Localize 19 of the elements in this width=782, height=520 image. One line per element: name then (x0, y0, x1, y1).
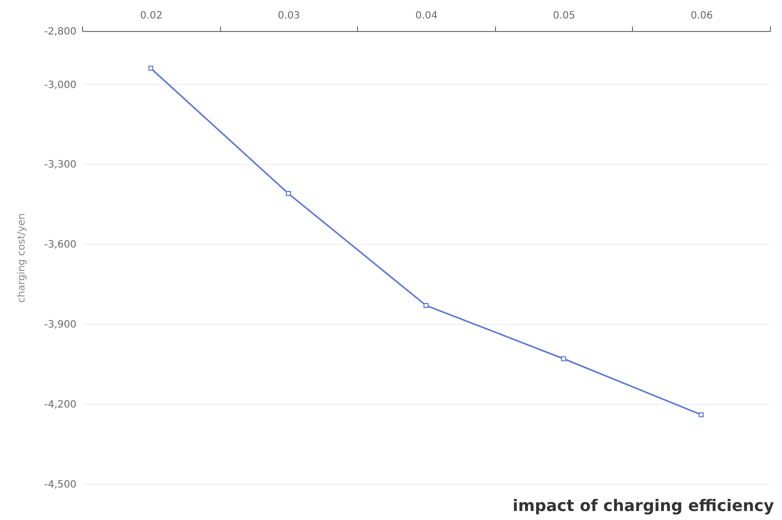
point (561, 356, 566, 362)
y-tick-label: -3,900 (44, 320, 76, 331)
y-tick-label: -4,200 (44, 400, 76, 411)
x-tick-label: 0.04 (415, 10, 438, 22)
x-tick-label: 0.03 (278, 10, 300, 22)
y-tick-label: -3,300 (44, 160, 76, 171)
point (698, 412, 704, 418)
y-tick-label: -4,500 (44, 480, 76, 490)
y-tick-label: -3,600 (44, 240, 76, 251)
y-tick-label: -3,000 (44, 80, 76, 91)
x-tick-label: 0.05 (552, 10, 576, 22)
x-tick-label: 0.02 (140, 10, 162, 22)
point (148, 66, 154, 71)
point (286, 191, 291, 196)
x-axis-title: impact of charging efficiency (512, 496, 775, 515)
y-axis-title: charging cost/yen (16, 213, 28, 303)
point (424, 302, 428, 308)
x-tick-label: 0.06 (690, 10, 713, 22)
y-tick-label: -2,800 (44, 26, 76, 38)
